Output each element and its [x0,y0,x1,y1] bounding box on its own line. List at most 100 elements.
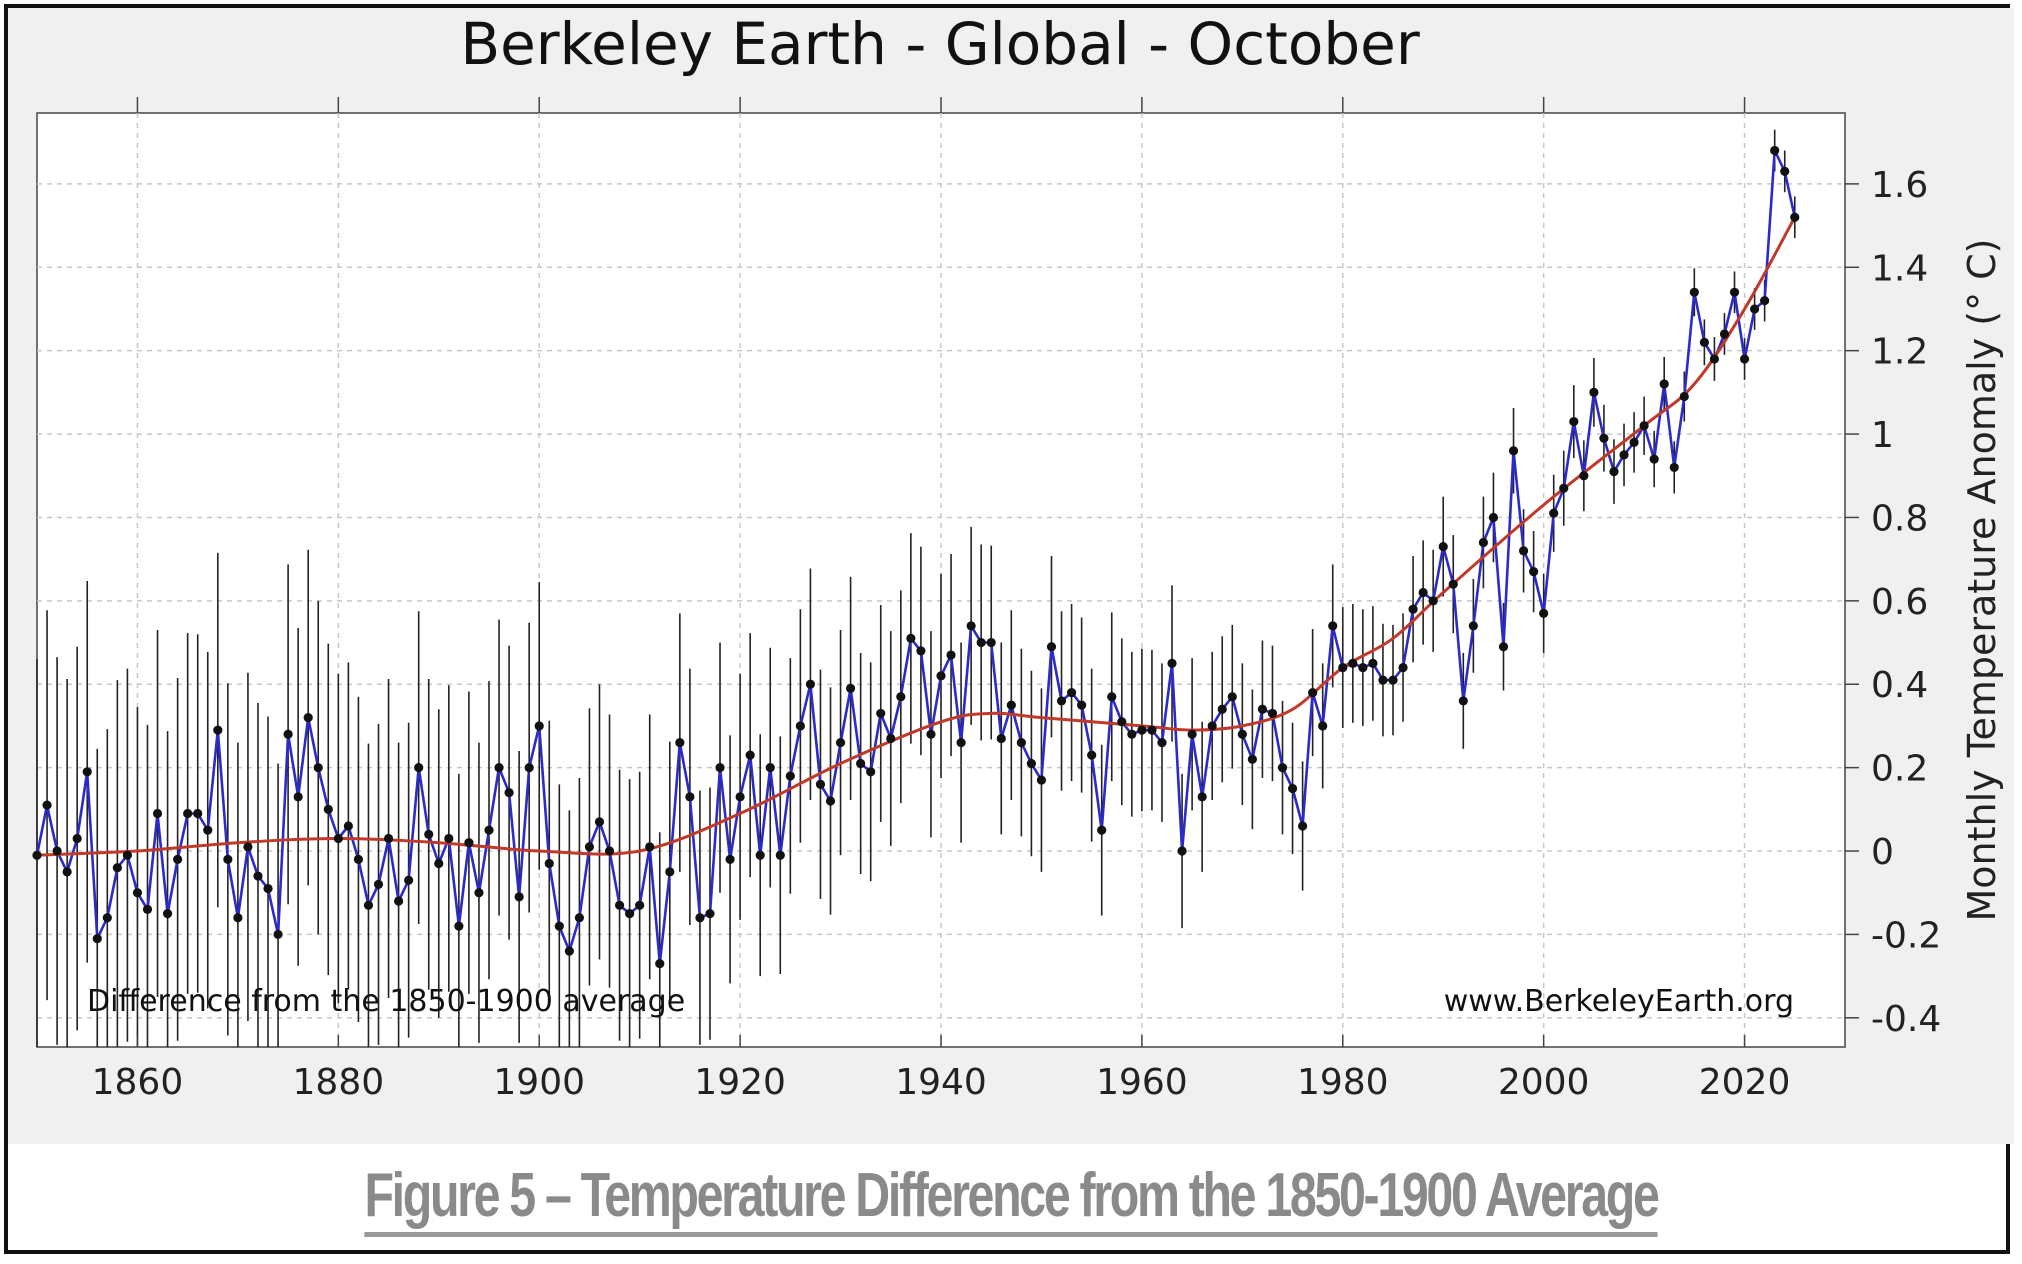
data-point [1589,387,1599,397]
data-point [102,913,112,923]
data-point [52,846,62,856]
data-point [1719,329,1730,339]
data-point [856,758,866,769]
data-point [1790,212,1800,222]
data-point [263,883,273,894]
data-point [795,721,805,731]
data-point [655,959,665,969]
y-tick-label: 0.8 [1871,498,1928,539]
data-point [1398,662,1408,673]
data-point [1298,821,1308,831]
data-point [1227,692,1237,702]
data-point [986,637,996,648]
data-point [785,771,795,781]
data-point [1498,642,1509,652]
data-point [1318,721,1328,731]
data-point [1458,696,1468,706]
data-point [996,733,1006,744]
data-point [373,879,384,889]
data-point [665,867,675,877]
data-point [1368,658,1378,668]
data-point [454,921,464,931]
data-point [1338,662,1348,673]
data-point [464,838,474,848]
data-point [193,808,203,819]
data-point [434,858,444,869]
data-point [1217,704,1227,714]
data-point [1016,738,1026,748]
data-point [866,767,876,777]
data-point [1639,421,1649,431]
data-point [886,733,896,744]
data-point [765,763,775,773]
data-point [1207,721,1217,731]
data-point [805,679,816,689]
data-point [775,850,785,860]
x-tick-label: 2020 [1699,1062,1791,1103]
data-point [1760,296,1770,306]
data-point [755,850,765,860]
data-point [92,933,102,944]
data-point [1729,287,1740,297]
data-point [1378,675,1388,685]
axis-ticks: 1860 1880 1900 1920 1940 1960 1980 2000 2020 -0.4… [92,97,1941,1103]
data-point [584,842,595,852]
data-point [273,929,283,940]
data-point [283,729,293,739]
x-tick-label: 2000 [1498,1062,1590,1103]
data-point [1077,700,1087,710]
data-point [1549,508,1559,518]
data-point [1438,542,1448,552]
data-point [825,796,836,806]
data-point [1237,729,1247,739]
data-point [383,833,394,844]
data-point [424,829,434,839]
data-point [132,888,143,898]
data-point [1087,750,1097,760]
data-point [685,792,695,802]
data-point [705,908,715,919]
data-point [1579,471,1589,481]
data-point [1559,483,1569,493]
data-point [1709,354,1720,364]
data-point [554,921,564,931]
data-point [414,763,424,773]
data-point [173,854,183,864]
data-point [1117,717,1127,727]
data-point [1267,708,1278,719]
data-point [1147,725,1157,735]
data-point [1046,642,1057,652]
data-point [815,779,826,789]
data-point [1518,546,1529,556]
data-point [1629,437,1639,448]
data-point [574,913,585,923]
data-point [1699,337,1709,347]
data-point [1569,416,1579,427]
data-point [725,854,735,864]
x-tick-label: 1900 [493,1062,585,1103]
temperature-chart: 1860 1880 1900 1920 1940 1960 1980 2000 2020 -0.4… [32,10,2004,1103]
data-point [152,808,163,819]
data-point [1348,658,1358,668]
series-line-smoothed [36,216,1797,857]
data-point [1107,692,1117,702]
data-point [1006,700,1016,710]
caption-text: Figure 5 – Temperature Difference from t… [364,1161,1660,1237]
data-point [142,904,153,915]
x-tick-label: 1920 [694,1062,786,1103]
data-point [715,763,725,773]
y-tick-label: 1.2 [1871,332,1928,373]
y-tick-label: 1.4 [1871,248,1928,289]
data-point [1197,792,1207,802]
data-point [213,725,223,735]
data-point [534,721,544,731]
data-point [675,738,685,748]
data-point [876,708,886,719]
data-point [1508,446,1519,456]
data-point [966,621,976,631]
data-point [735,792,745,802]
data-points [32,145,1800,969]
data-point [243,842,253,852]
data-point [1066,687,1077,698]
data-point [906,633,916,643]
